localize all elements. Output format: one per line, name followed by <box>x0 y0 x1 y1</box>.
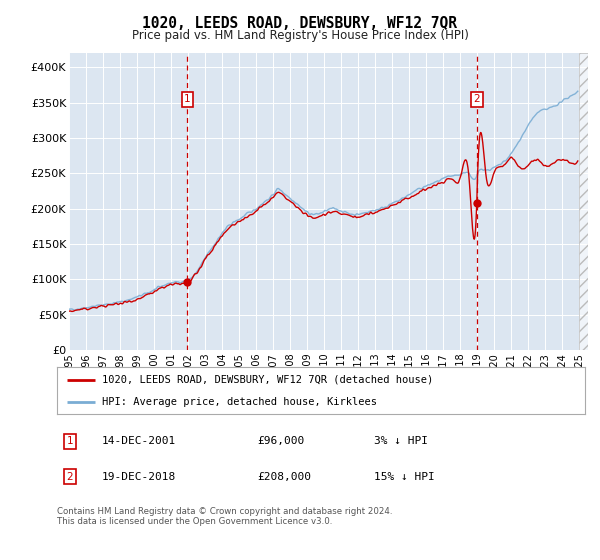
Text: Contains HM Land Registry data © Crown copyright and database right 2024.
This d: Contains HM Land Registry data © Crown c… <box>57 507 392 526</box>
Text: £208,000: £208,000 <box>257 472 311 482</box>
Text: HPI: Average price, detached house, Kirklees: HPI: Average price, detached house, Kirk… <box>102 396 377 407</box>
Text: 19-DEC-2018: 19-DEC-2018 <box>102 472 176 482</box>
Text: 15% ↓ HPI: 15% ↓ HPI <box>374 472 434 482</box>
Bar <box>580 53 590 350</box>
Text: 1: 1 <box>67 436 73 446</box>
Text: 3% ↓ HPI: 3% ↓ HPI <box>374 436 428 446</box>
Text: 1020, LEEDS ROAD, DEWSBURY, WF12 7QR: 1020, LEEDS ROAD, DEWSBURY, WF12 7QR <box>143 16 458 31</box>
Text: 2: 2 <box>67 472 73 482</box>
Text: £96,000: £96,000 <box>257 436 305 446</box>
Text: 1020, LEEDS ROAD, DEWSBURY, WF12 7QR (detached house): 1020, LEEDS ROAD, DEWSBURY, WF12 7QR (de… <box>102 375 433 385</box>
Text: 2: 2 <box>473 94 480 104</box>
Text: 1: 1 <box>184 94 191 104</box>
Text: 14-DEC-2001: 14-DEC-2001 <box>102 436 176 446</box>
Text: Price paid vs. HM Land Registry's House Price Index (HPI): Price paid vs. HM Land Registry's House … <box>131 29 469 42</box>
Bar <box>580 53 590 350</box>
